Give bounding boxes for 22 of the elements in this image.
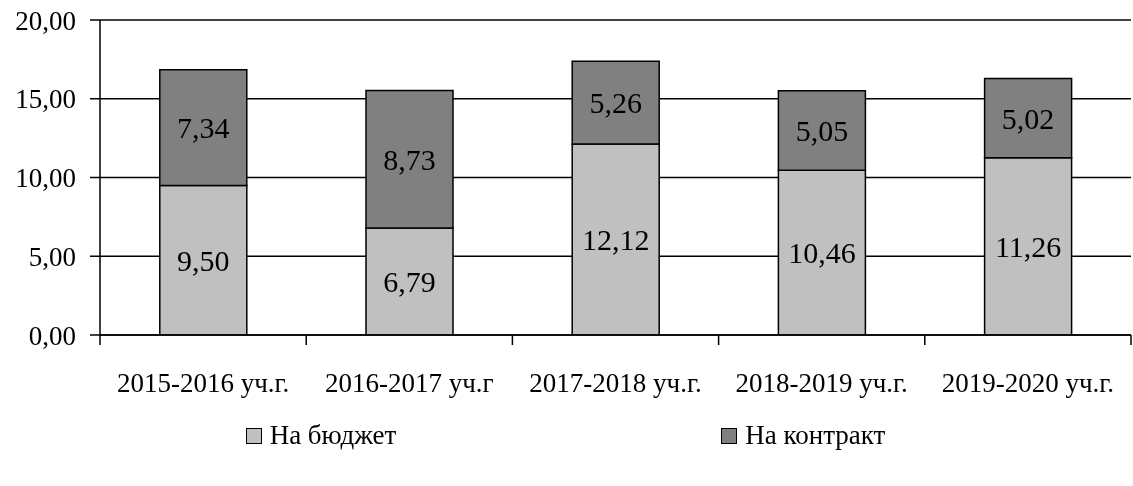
x-tick-label: 2015-2016 уч.г. <box>116 368 290 399</box>
x-tick-label: 2018-2019 уч.г. <box>735 368 908 399</box>
data-label: 7,34 <box>177 111 230 145</box>
y-tick-label: 15,00 <box>15 84 76 115</box>
x-tick-label: 2017-2018 уч.г. <box>529 368 702 399</box>
data-label: 6,79 <box>383 265 436 299</box>
x-tick-label: 2016-2017 уч.г <box>324 368 494 399</box>
data-label: 12,12 <box>581 223 650 257</box>
data-label: 5,02 <box>1001 101 1055 135</box>
data-label: 9,50 <box>177 243 230 277</box>
x-tick-label: 2019-2020 уч.г. <box>941 368 1115 399</box>
data-label: 8,73 <box>383 142 436 176</box>
y-tick-label: 10,00 <box>15 163 76 194</box>
y-tick-label: 5,00 <box>28 241 76 272</box>
legend-label: На контракт <box>745 420 886 451</box>
data-label: 10,46 <box>788 236 856 270</box>
legend-label: На бюджет <box>269 420 397 451</box>
y-tick-label: 20,00 <box>15 5 76 36</box>
data-label: 5,05 <box>795 114 849 148</box>
y-tick-label: 0,00 <box>28 320 76 351</box>
data-label: 5,26 <box>589 86 642 120</box>
data-label: 11,26 <box>994 229 1062 263</box>
